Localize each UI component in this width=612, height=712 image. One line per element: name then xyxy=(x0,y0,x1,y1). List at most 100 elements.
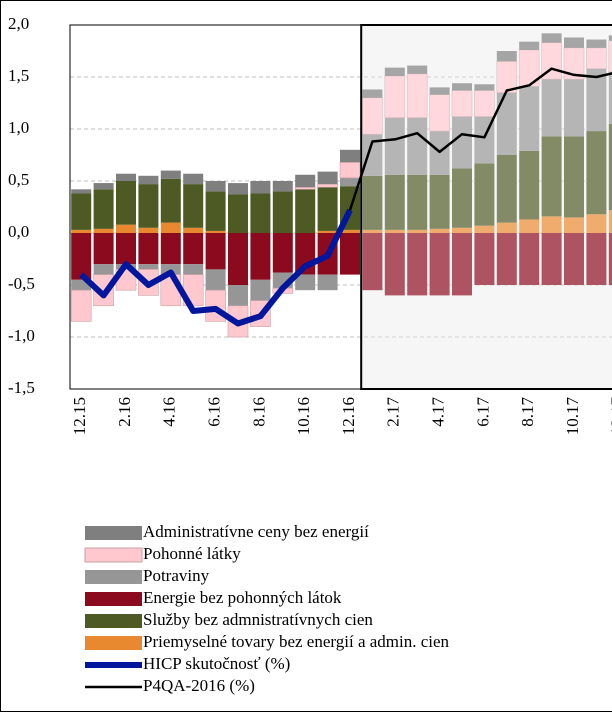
bar-segment xyxy=(183,184,204,228)
legend-label: Potraviny xyxy=(143,566,210,585)
bar-segment xyxy=(340,149,360,163)
bar-segment xyxy=(160,178,181,223)
bar-segment xyxy=(93,233,114,265)
bar-segment xyxy=(608,40,612,73)
bar-segment xyxy=(452,168,472,228)
bar-segment xyxy=(564,233,584,285)
y-tick-label: -0,5 xyxy=(8,274,35,293)
bar-segment xyxy=(362,229,383,233)
x-tick-label: 10.16 xyxy=(294,397,313,435)
bar-segment xyxy=(384,229,405,233)
bar-segment xyxy=(295,274,316,291)
bar-segment xyxy=(496,51,517,62)
legend-swatch xyxy=(85,526,142,540)
bar-segment xyxy=(586,214,607,233)
legend-label: Pohonné látky xyxy=(143,544,241,563)
legend: Administratívne ceny bez energií Pohonné … xyxy=(84,522,450,695)
bar-segment xyxy=(93,183,114,190)
bar-segment xyxy=(541,79,562,137)
bar-segment xyxy=(294,186,316,190)
bar-segment xyxy=(228,285,248,306)
legend-swatch xyxy=(85,592,142,606)
bar-segment xyxy=(362,89,383,98)
bar-segment xyxy=(138,264,159,270)
legend-label: Priemyselné tovary bez energií a admin. … xyxy=(143,632,450,651)
bar-segment xyxy=(608,233,612,285)
x-tick-label: 6.16 xyxy=(205,397,224,427)
bar-segment xyxy=(317,183,338,188)
bar-segment xyxy=(116,173,136,181)
bar-segment xyxy=(541,233,562,285)
y-tick-label: 0,5 xyxy=(8,170,29,189)
legend-label: Energie bez pohonných látok xyxy=(143,588,342,607)
bar-segment xyxy=(250,193,271,233)
legend-swatch xyxy=(84,547,143,563)
bar-segment xyxy=(183,264,204,275)
bar-segment xyxy=(71,193,92,230)
bar-segment xyxy=(608,71,612,124)
bar-segment xyxy=(205,181,226,192)
bar-segment xyxy=(272,181,293,192)
y-tick-label: -1,5 xyxy=(8,378,35,397)
y-tick-label: 1,5 xyxy=(8,66,29,85)
bar-segment xyxy=(384,117,405,175)
x-tick-label: 12.15 xyxy=(70,397,89,435)
bar-segment xyxy=(116,233,136,265)
bar-segment xyxy=(183,173,204,185)
bar-segment xyxy=(138,233,159,265)
bar-segment xyxy=(519,41,540,50)
bar-segment xyxy=(564,217,584,233)
bar-segment xyxy=(541,33,562,43)
bar-segment xyxy=(93,264,114,275)
bar-segment xyxy=(205,269,226,291)
bar-segment xyxy=(519,219,540,233)
bar-segment xyxy=(160,170,181,179)
bar-segment xyxy=(228,183,248,195)
bar-segment xyxy=(295,174,316,188)
forecast-frame xyxy=(360,24,612,390)
bar-segment xyxy=(160,264,181,275)
bar-segment xyxy=(183,233,204,265)
x-tick-label: 8.17 xyxy=(518,397,537,427)
bar-segment xyxy=(250,181,271,194)
bar-segment xyxy=(317,230,338,233)
bar-segment xyxy=(362,175,383,230)
bar-segment xyxy=(407,229,428,233)
bar-segment xyxy=(340,233,360,275)
bar-segment xyxy=(93,228,114,233)
legend-label: Služby bez admnistratívnych cien xyxy=(143,610,373,629)
bar-segment xyxy=(70,289,92,322)
plot-area xyxy=(69,24,612,390)
bar-segment xyxy=(138,227,159,233)
bar-segment xyxy=(474,225,495,233)
bar-segment xyxy=(272,191,293,233)
line-series xyxy=(79,208,353,327)
bar-segment xyxy=(205,191,226,231)
bar-segment xyxy=(407,65,428,74)
x-tick-label: 12.17 xyxy=(608,397,612,436)
bar-segment xyxy=(272,233,293,273)
bar-segment xyxy=(519,150,540,220)
line-series xyxy=(348,67,612,211)
bar-segment xyxy=(429,174,450,229)
x-tick-label: 4.17 xyxy=(429,397,448,427)
bar-segment xyxy=(384,174,405,230)
bar-segment xyxy=(317,171,338,185)
legend-label: Administratívne ceny bez energií xyxy=(143,522,369,541)
legend-swatch xyxy=(85,570,142,584)
bar-segment xyxy=(474,233,495,285)
bar-segment xyxy=(93,189,114,229)
bar-segment xyxy=(71,279,92,291)
x-tick-label: 2.16 xyxy=(115,397,134,427)
legend-label: HICP skutočnosť (%) xyxy=(143,654,290,673)
bar-segment xyxy=(519,233,540,285)
bar-segment xyxy=(541,216,562,233)
bar-segment xyxy=(71,189,92,194)
bar-segment xyxy=(496,222,517,233)
legend-swatch xyxy=(85,636,142,650)
y-tick-label: 0,0 xyxy=(8,222,29,241)
bar-segment xyxy=(608,123,612,211)
bar-segment xyxy=(384,233,405,296)
bar-segment xyxy=(496,155,517,223)
